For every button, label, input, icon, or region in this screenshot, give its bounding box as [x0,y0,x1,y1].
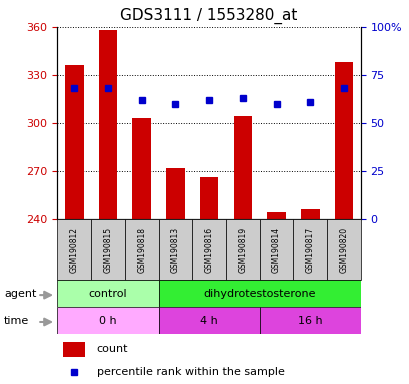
Bar [267,212,285,219]
Bar [300,209,319,219]
Bar [132,118,151,219]
Bar [259,219,293,280]
Bar [99,30,117,219]
Bar [158,219,192,280]
Text: GSM190820: GSM190820 [339,227,348,273]
Text: GSM190815: GSM190815 [103,227,112,273]
Text: percentile rank within the sample: percentile rank within the sample [97,366,284,377]
Text: GSM190818: GSM190818 [137,227,146,273]
Bar [293,219,326,280]
Bar [192,219,225,280]
Bar [334,62,353,219]
Text: GSM190812: GSM190812 [70,227,79,273]
Bar [57,219,91,280]
Text: control: control [88,289,127,299]
Title: GDS3111 / 1553280_at: GDS3111 / 1553280_at [120,8,297,24]
Text: GSM190819: GSM190819 [238,227,247,273]
Bar [225,219,259,280]
Text: dihydrotestosterone: dihydrotestosterone [203,289,315,299]
Bar [57,307,158,334]
Bar [65,65,83,219]
Text: 16 h: 16 h [297,316,322,326]
Bar [158,307,259,334]
Bar [63,342,85,356]
Bar [233,116,252,219]
Text: 4 h: 4 h [200,316,218,326]
Bar [199,177,218,219]
Text: GSM190817: GSM190817 [305,227,314,273]
Bar [57,280,158,307]
Text: count: count [97,344,128,354]
Bar [326,219,360,280]
Bar [259,307,360,334]
Text: GSM190814: GSM190814 [271,227,280,273]
Text: 0 h: 0 h [99,316,117,326]
Text: GSM190813: GSM190813 [171,227,180,273]
Bar [124,219,158,280]
Bar [166,168,184,219]
Text: agent: agent [4,289,36,299]
Text: time: time [4,316,29,326]
Text: GSM190816: GSM190816 [204,227,213,273]
Bar [158,280,360,307]
Bar [91,219,124,280]
